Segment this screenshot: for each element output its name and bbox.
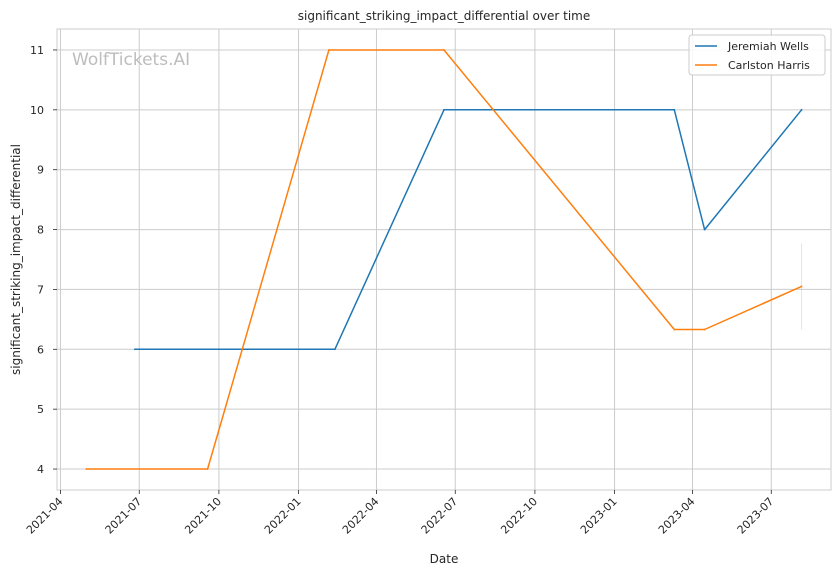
y-tick-label: 8 [37, 224, 44, 237]
plot-frame [56, 28, 832, 491]
x-tick-label: 2022-10 [498, 495, 540, 537]
data-point [334, 348, 336, 351]
legend-frame [688, 34, 826, 76]
data-point [443, 108, 445, 111]
data-point [673, 108, 676, 111]
x-tick-label: 2022-01 [262, 495, 304, 537]
data-point [206, 468, 209, 470]
legend: Jeremiah Wells Carlston Harris [688, 34, 826, 76]
chart-title: significant_striking_impact_differential… [298, 9, 590, 23]
x-axis-title: Date [430, 552, 459, 566]
grid [57, 29, 831, 490]
series-1 [134, 108, 803, 351]
series-line [134, 109, 803, 351]
y-ticks: 4 5 6 7 8 9 10 11 [30, 44, 57, 476]
data-point [673, 328, 676, 331]
legend-label: Jeremiah Wells [727, 40, 809, 53]
data-point [800, 108, 803, 111]
x-tick-label: 2023-07 [735, 495, 777, 537]
data-point [134, 348, 136, 351]
data-point [703, 328, 706, 331]
x-tick-label: 2023-01 [578, 495, 620, 537]
y-tick-label: 4 [37, 463, 44, 476]
x-tick-label: 2022-07 [419, 495, 461, 537]
x-tick-label: 2021-07 [103, 495, 145, 537]
y-tick-label: 10 [30, 104, 44, 117]
series-layer [85, 49, 803, 470]
series-line [86, 49, 802, 470]
x-tick-label: 2022-04 [340, 495, 382, 537]
y-tick-label: 7 [37, 283, 44, 296]
x-ticks: 2021-04 2021-07 2021-10 2022-01 2022-04 2022-… [24, 490, 776, 537]
data-point [703, 228, 706, 231]
data-point [85, 468, 88, 470]
y-tick-label: 6 [37, 343, 44, 356]
watermark: WolfTickets.AI [72, 50, 190, 70]
data-point [443, 49, 445, 51]
x-tick-label: 2021-10 [182, 495, 224, 537]
x-tick-label: 2021-04 [24, 495, 66, 537]
data-point [327, 49, 330, 51]
y-tick-label: 11 [30, 44, 44, 57]
y-axis-title: significant_striking_impact_differential [9, 144, 23, 375]
legend-label: Carlston Harris [728, 59, 810, 72]
y-tick-label: 9 [37, 164, 44, 177]
y-tick-label: 5 [37, 403, 44, 416]
data-point [800, 285, 803, 288]
series-2 [85, 49, 803, 470]
x-tick-label: 2023-04 [656, 495, 698, 537]
